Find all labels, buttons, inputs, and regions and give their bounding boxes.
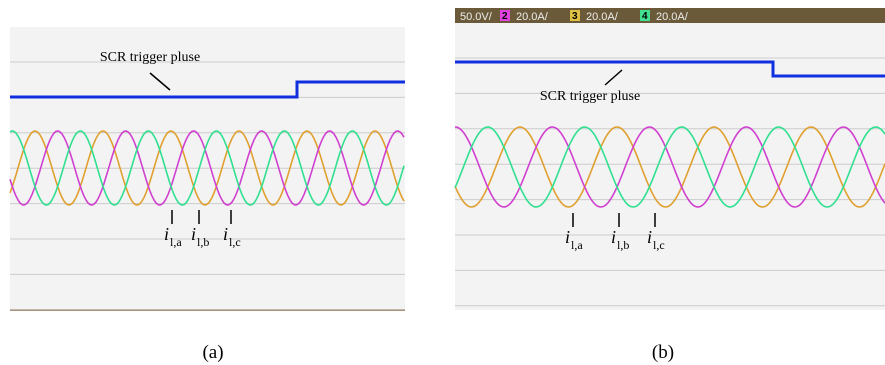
figure: SCR trigger pluse SCR trigger pluse (a) … (0, 0, 885, 365)
scope-scale: 50.0V/ (460, 11, 493, 23)
trigger-label: SCR trigger pluse (540, 89, 640, 104)
channel-number: 3 (572, 11, 578, 22)
caption: (a) (202, 342, 223, 363)
channel-scale: 20.0A/ (656, 11, 689, 23)
current-subscript: l,c (653, 238, 665, 252)
current-symbol: i (223, 224, 228, 244)
caption: (b) (652, 342, 674, 363)
current-subscript: l,b (197, 235, 209, 249)
current-subscript: l,a (170, 235, 182, 249)
current-symbol: i (191, 224, 196, 244)
channel-scale: 20.0A/ (586, 11, 619, 23)
trigger-label: SCR trigger pluse (100, 50, 200, 65)
current-subscript: l,a (571, 238, 583, 252)
current-symbol: i (164, 224, 169, 244)
current-symbol: i (611, 227, 616, 247)
current-subscript: l,c (229, 235, 241, 249)
channel-scale: 20.0A/ (516, 11, 549, 23)
current-subscript: l,b (617, 238, 629, 252)
channel-number: 4 (642, 11, 648, 22)
current-symbol: i (565, 227, 570, 247)
channel-number: 2 (502, 11, 508, 22)
current-symbol: i (647, 227, 652, 247)
